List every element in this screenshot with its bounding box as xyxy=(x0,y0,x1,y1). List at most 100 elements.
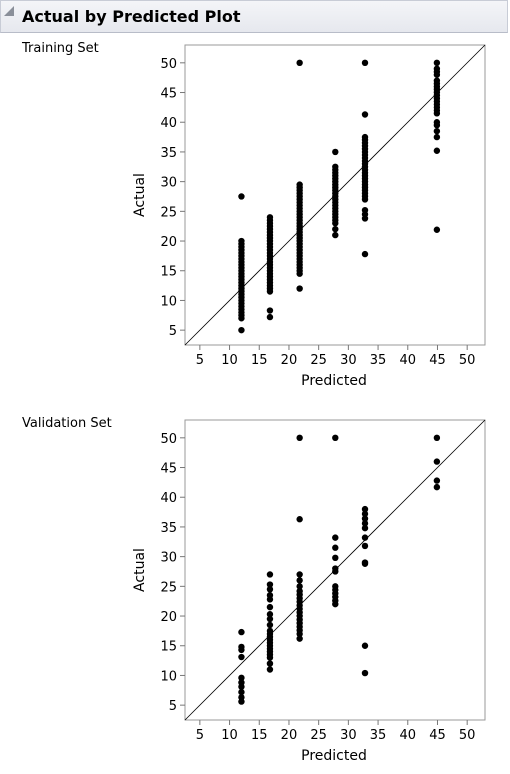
chart0-data-point[interactable] xyxy=(433,147,441,154)
chart0-y-tick-label: 5 xyxy=(169,324,177,339)
chart1-x-tick-label: 50 xyxy=(459,728,476,743)
chart1-data-point[interactable] xyxy=(266,666,274,673)
chart1-data-point[interactable] xyxy=(238,643,245,651)
chart1-data-point[interactable] xyxy=(332,583,339,590)
chart1-data-point[interactable] xyxy=(238,694,245,701)
chart1-data-point[interactable] xyxy=(266,603,274,611)
chart1-data-point[interactable] xyxy=(361,505,369,513)
chart1-data-point[interactable] xyxy=(266,615,274,623)
chart1-data-point[interactable] xyxy=(238,688,245,696)
chart1-x-tick-label: 40 xyxy=(399,728,416,743)
chart0-data-point[interactable] xyxy=(361,250,369,258)
chart1-data-point[interactable] xyxy=(361,515,369,522)
chart0-data-point[interactable] xyxy=(238,193,245,200)
chart1-x-tick-label: 45 xyxy=(429,728,446,743)
validation-set-label: Validation Set xyxy=(22,416,112,431)
chart1-data-point[interactable] xyxy=(296,571,303,578)
chart1-data-point[interactable] xyxy=(433,458,441,465)
chart0-data-point[interactable] xyxy=(266,214,274,221)
chart1-data-point[interactable] xyxy=(332,565,339,572)
chart1-data-point[interactable] xyxy=(266,571,274,578)
chart0-x-axis-title: Predicted xyxy=(301,373,367,389)
training-actual-by-predicted-chart: 5 10 15 20 25 30 35 40 45 50 5 10 15 20 25 30 35 40 45 50 Pr… xyxy=(132,44,486,389)
chart1-y-tick-label: 40 xyxy=(160,491,177,506)
chart0-data-point[interactable] xyxy=(433,77,441,84)
chart1-y-tick-label: 25 xyxy=(160,580,177,595)
chart0-data-point[interactable] xyxy=(332,148,339,156)
chart1-data-point[interactable] xyxy=(266,627,274,635)
chart1-data-point[interactable] xyxy=(361,559,369,566)
chart1-data-point[interactable] xyxy=(296,635,303,642)
chart1-x-tick-label: 30 xyxy=(340,728,357,743)
chart0-data-point[interactable] xyxy=(296,181,303,188)
chart0-x-tick-label: 10 xyxy=(221,353,238,368)
chart1-data-point[interactable] xyxy=(238,679,245,686)
chart0-x-tick-label: 45 xyxy=(429,353,446,368)
chart1-x-tick-label: 35 xyxy=(370,728,387,743)
chart1-x-tick-label: 15 xyxy=(251,728,268,743)
chart1-data-point[interactable] xyxy=(332,534,339,541)
chart1-data-point[interactable] xyxy=(433,434,441,442)
chart0-data-point[interactable] xyxy=(296,59,303,67)
chart0-data-point[interactable] xyxy=(433,127,441,135)
chart1-data-point[interactable] xyxy=(296,577,303,584)
chart1-data-point[interactable] xyxy=(332,544,339,551)
chart0-y-tick-label: 50 xyxy=(160,57,177,72)
chart0-data-point[interactable] xyxy=(332,231,339,239)
chart0-data-point[interactable] xyxy=(266,307,274,314)
chart1-y-tick-label: 30 xyxy=(160,551,177,566)
chart1-data-point[interactable] xyxy=(361,642,369,649)
chart1-y-tick-label: 45 xyxy=(160,462,177,477)
disclosure-triangle-icon[interactable] xyxy=(4,6,14,16)
chart0-data-point[interactable] xyxy=(361,59,369,67)
chart1-data-point[interactable] xyxy=(361,524,369,532)
chart1-data-point[interactable] xyxy=(433,477,441,484)
chart0-data-point[interactable] xyxy=(361,111,369,118)
chart1-data-point[interactable] xyxy=(296,516,303,523)
chart0-data-point[interactable] xyxy=(433,59,441,67)
chart0-y-tick-label: 20 xyxy=(160,235,177,250)
chart0-data-point[interactable] xyxy=(266,313,274,321)
chart1-data-point[interactable] xyxy=(266,611,274,618)
chart1-data-point[interactable] xyxy=(332,554,339,562)
chart1-data-point[interactable] xyxy=(296,434,303,442)
chart0-data-point[interactable] xyxy=(433,65,441,72)
chart1-data-point[interactable] xyxy=(238,674,245,682)
chart0-data-point[interactable] xyxy=(361,206,369,214)
chart1-data-point[interactable] xyxy=(266,581,274,588)
chart1-data-point[interactable] xyxy=(361,510,369,518)
chart0-data-point[interactable] xyxy=(433,133,441,141)
chart1-data-point[interactable] xyxy=(238,628,245,636)
chart1-data-point[interactable] xyxy=(361,534,369,541)
chart1-data-point[interactable] xyxy=(266,621,274,629)
chart0-y-tick-label: 45 xyxy=(160,87,177,102)
chart0-data-point[interactable] xyxy=(361,133,369,141)
chart0-data-point[interactable] xyxy=(332,163,339,170)
chart1-data-point[interactable] xyxy=(332,434,339,442)
chart1-x-tick-label: 10 xyxy=(221,728,238,743)
chart0-data-point[interactable] xyxy=(433,119,441,126)
chart1-data-point[interactable] xyxy=(266,586,274,593)
chart1-data-point[interactable] xyxy=(296,583,303,590)
chart0-data-point[interactable] xyxy=(433,226,441,233)
chart1-data-point[interactable] xyxy=(238,653,245,661)
chart1-data-point[interactable] xyxy=(361,542,369,550)
chart0-y-tick-label: 35 xyxy=(160,146,177,161)
chart0-y-axis-title: Actual xyxy=(132,173,148,217)
chart0-data-point[interactable] xyxy=(332,225,339,233)
chart0-data-point[interactable] xyxy=(238,237,245,245)
validation-actual-by-predicted-chart: 5 10 15 20 25 30 35 40 45 50 5 10 15 20 25 30 35 40 45 50 Pr… xyxy=(132,419,486,764)
chart0-y-tick-label: 10 xyxy=(160,294,177,309)
chart0-y-tick-label: 30 xyxy=(160,176,177,191)
chart0-data-point[interactable] xyxy=(296,285,303,292)
chart1-data-point[interactable] xyxy=(266,660,274,667)
chart0-x-tick-label: 25 xyxy=(310,353,327,368)
chart1-data-point[interactable] xyxy=(361,669,369,677)
chart0-data-point[interactable] xyxy=(238,326,245,334)
chart1-data-point[interactable] xyxy=(433,483,441,491)
chart1-data-point[interactable] xyxy=(266,592,274,599)
chart1-data-point[interactable] xyxy=(296,587,303,595)
chart0-x-tick-label: 20 xyxy=(281,353,298,368)
chart1-y-tick-label: 10 xyxy=(160,669,177,684)
chart1-data-point[interactable] xyxy=(361,520,369,527)
